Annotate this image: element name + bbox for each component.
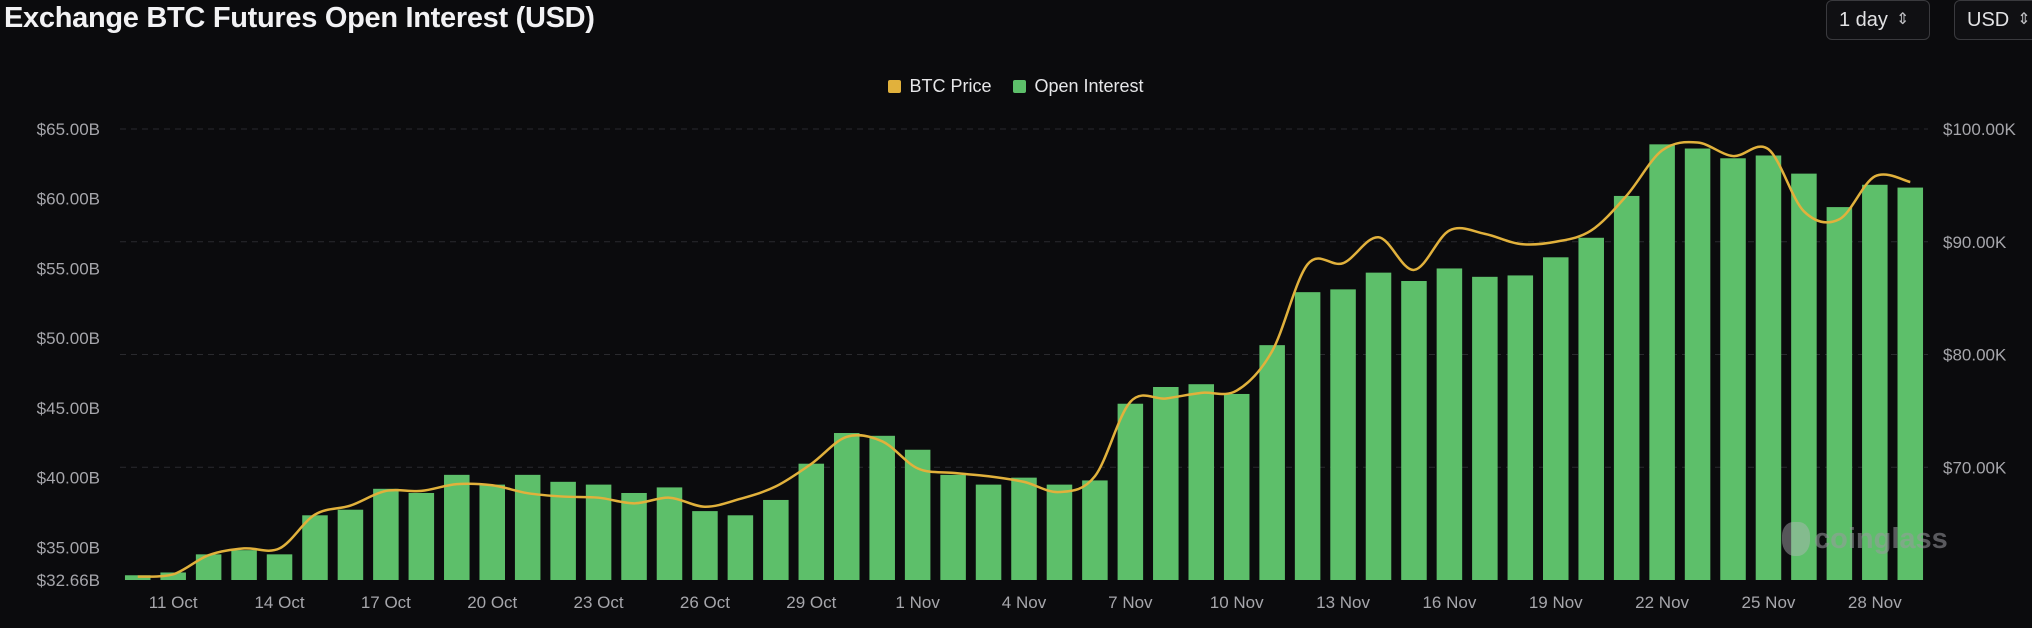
legend-swatch-open-interest bbox=[1013, 80, 1027, 93]
legend-label-open-interest: Open Interest bbox=[1034, 76, 1144, 96]
oi-bar bbox=[1330, 289, 1356, 580]
oi-bar bbox=[373, 488, 399, 580]
oi-bar bbox=[1897, 187, 1924, 581]
interval-select-value: 1 day bbox=[1839, 8, 1888, 31]
y-left-tick-label: $65.00B bbox=[37, 120, 100, 139]
oi-bar bbox=[266, 554, 293, 580]
x-tick-label: 22 Nov bbox=[1635, 593, 1689, 612]
x-tick-label: 17 Oct bbox=[361, 593, 411, 612]
oi-bar bbox=[692, 511, 718, 580]
page-title: Exchange BTC Futures Open Interest (USD) bbox=[4, 2, 595, 34]
oi-bar bbox=[727, 515, 754, 580]
oi-bar bbox=[408, 492, 435, 580]
oi-bar bbox=[337, 509, 364, 580]
oi-bar bbox=[585, 484, 612, 580]
oi-bar bbox=[798, 463, 825, 580]
x-tick-label: 10 Nov bbox=[1210, 593, 1264, 612]
oi-bar bbox=[1578, 237, 1604, 580]
oi-bar bbox=[1543, 257, 1569, 580]
oi-bar bbox=[1684, 148, 1711, 580]
oi-bar bbox=[1365, 272, 1392, 580]
interval-select[interactable]: 1 day ⇕ bbox=[1826, 0, 1930, 40]
oi-bar bbox=[763, 499, 789, 580]
y-right-tick-label: $80.00K bbox=[1943, 346, 2007, 365]
oi-bar bbox=[621, 492, 647, 580]
btc-price-line bbox=[137, 140, 1911, 578]
oi-bar bbox=[1862, 184, 1888, 580]
oi-bar bbox=[160, 572, 186, 580]
oi-bar bbox=[1188, 384, 1215, 580]
oi-bar bbox=[1259, 345, 1285, 580]
oi-bar bbox=[231, 550, 257, 580]
chart-legend: BTC Price Open Interest bbox=[0, 76, 2032, 97]
x-tick-label: 14 Oct bbox=[254, 593, 304, 612]
oi-bar bbox=[550, 481, 576, 580]
oi-bar bbox=[975, 484, 1002, 580]
oi-bar bbox=[1082, 480, 1108, 580]
oi-bar bbox=[479, 484, 505, 580]
oi-bar bbox=[444, 474, 470, 580]
chevron-updown-icon: ⇕ bbox=[1895, 11, 1910, 28]
currency-select[interactable]: USD ⇕ bbox=[1954, 0, 2032, 40]
x-tick-label: 4 Nov bbox=[1002, 593, 1047, 612]
chevron-updown-icon: ⇕ bbox=[2017, 11, 2031, 28]
legend-label-btc-price: BTC Price bbox=[909, 76, 992, 96]
x-tick-label: 20 Oct bbox=[467, 593, 517, 612]
x-tick-label: 16 Nov bbox=[1422, 593, 1476, 612]
watermark: coinglass bbox=[1782, 522, 1948, 556]
x-tick-label: 1 Nov bbox=[895, 593, 940, 612]
oi-bar bbox=[940, 474, 966, 580]
x-tick-label: 13 Nov bbox=[1316, 593, 1370, 612]
legend-item-open-interest[interactable]: Open Interest bbox=[1013, 76, 1144, 97]
y-left-tick-label: $50.00B bbox=[37, 329, 100, 348]
legend-item-btc-price[interactable]: BTC Price bbox=[888, 76, 991, 97]
oi-bar bbox=[833, 433, 860, 580]
x-tick-label: 7 Nov bbox=[1108, 593, 1153, 612]
oi-bar bbox=[1826, 207, 1853, 580]
oi-bar bbox=[1153, 386, 1179, 580]
x-tick-label: 11 Oct bbox=[149, 593, 198, 612]
x-tick-label: 28 Nov bbox=[1848, 593, 1902, 612]
oi-bar bbox=[1472, 276, 1498, 580]
x-tick-label: 23 Oct bbox=[574, 593, 624, 612]
oi-bar bbox=[1436, 268, 1463, 580]
y-left-tick-label: $45.00B bbox=[37, 399, 100, 418]
x-tick-label: 19 Nov bbox=[1529, 593, 1583, 612]
y-left-tick-label: $55.00B bbox=[37, 259, 100, 278]
oi-bar bbox=[869, 435, 895, 580]
oi-bar bbox=[1294, 292, 1321, 580]
oi-bar bbox=[1649, 144, 1675, 580]
y-left-tick-label: $32.66B bbox=[37, 571, 100, 590]
oi-bar bbox=[1720, 158, 1746, 581]
oi-bar bbox=[656, 487, 683, 580]
oi-bar bbox=[1613, 195, 1640, 580]
y-left-tick-label: $40.00B bbox=[37, 469, 100, 488]
currency-select-value: USD bbox=[1967, 8, 2010, 31]
oi-bar bbox=[1117, 403, 1144, 580]
oi-bar bbox=[124, 575, 151, 580]
x-tick-label: 26 Oct bbox=[680, 593, 730, 612]
oi-bar bbox=[1011, 477, 1037, 580]
legend-swatch-btc-price bbox=[888, 80, 902, 93]
oi-bar bbox=[1507, 275, 1534, 580]
x-tick-label: 29 Oct bbox=[786, 593, 836, 612]
oi-bar bbox=[1791, 173, 1817, 580]
y-right-tick-label: $100.00K bbox=[1943, 120, 2016, 139]
y-right-tick-label: $70.00K bbox=[1943, 458, 2007, 477]
oi-bar bbox=[1223, 393, 1250, 580]
x-tick-label: 25 Nov bbox=[1742, 593, 1796, 612]
oi-bar bbox=[1401, 281, 1427, 580]
watermark-text: coinglass bbox=[1814, 522, 1948, 555]
oi-bar bbox=[302, 515, 328, 580]
y-left-tick-label: $60.00B bbox=[37, 190, 100, 209]
oi-bar bbox=[1755, 155, 1782, 581]
coinglass-logo-icon bbox=[1782, 522, 1810, 556]
y-left-tick-label: $35.00B bbox=[37, 538, 100, 557]
oi-bar bbox=[1046, 484, 1073, 580]
y-right-tick-label: $90.00K bbox=[1943, 233, 2007, 252]
